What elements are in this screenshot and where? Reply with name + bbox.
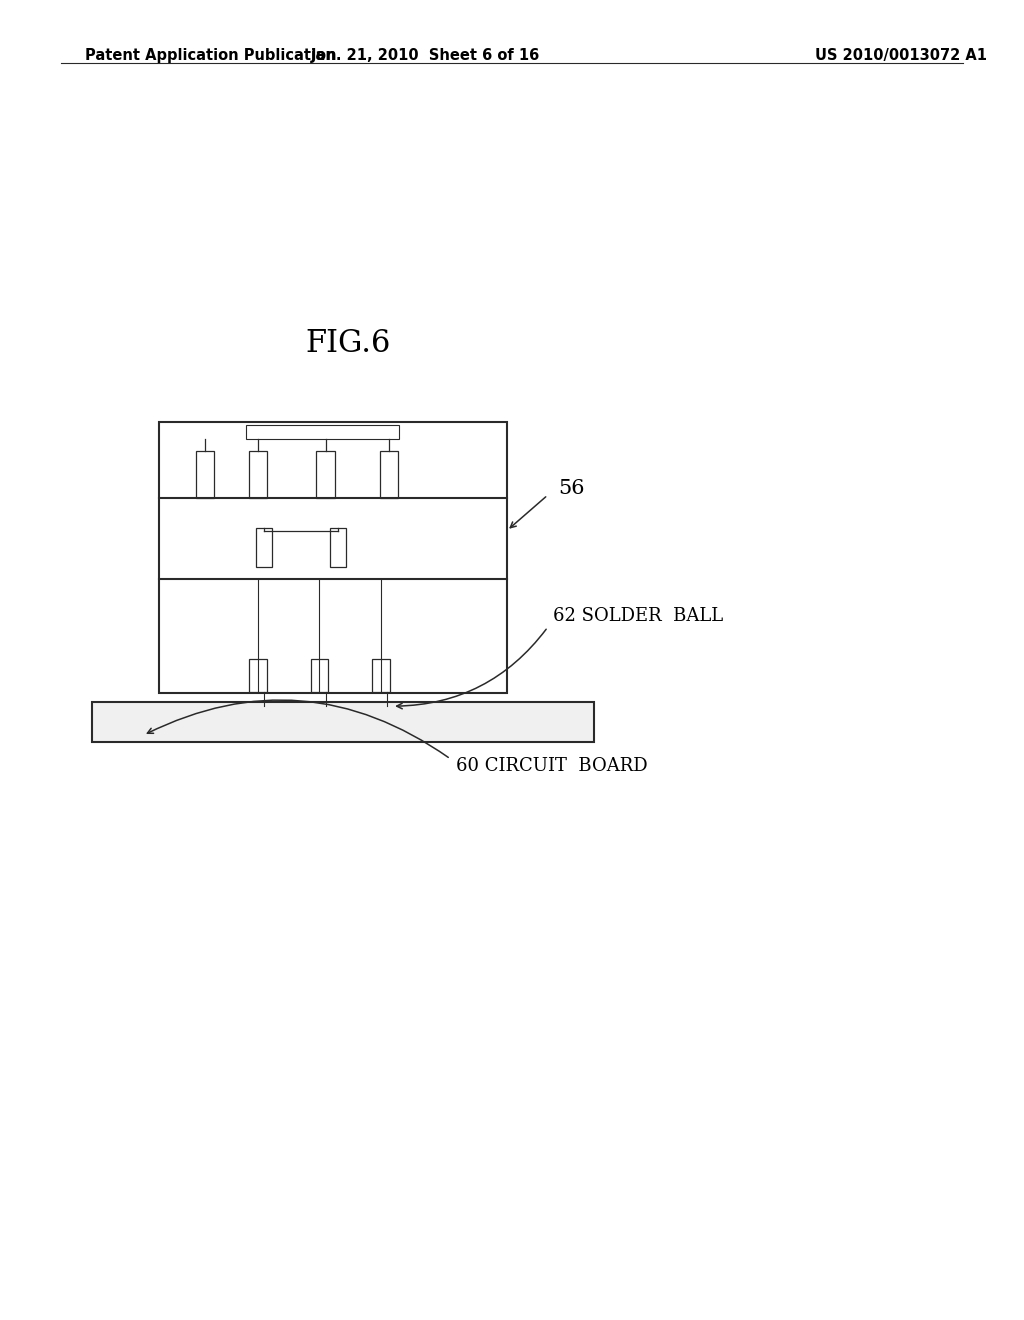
Bar bbox=[316, 450, 335, 498]
Text: US 2010/0013072 A1: US 2010/0013072 A1 bbox=[815, 48, 987, 62]
Text: Jan. 21, 2010  Sheet 6 of 16: Jan. 21, 2010 Sheet 6 of 16 bbox=[310, 48, 540, 62]
Bar bbox=[256, 528, 272, 568]
Bar bbox=[250, 659, 266, 692]
Bar bbox=[330, 528, 346, 568]
Circle shape bbox=[377, 706, 397, 733]
Bar bbox=[380, 450, 398, 498]
Bar bbox=[196, 450, 214, 498]
Bar bbox=[249, 450, 267, 498]
Text: 62 SOLDER  BALL: 62 SOLDER BALL bbox=[553, 607, 723, 626]
Circle shape bbox=[315, 706, 336, 733]
Text: FIG.6: FIG.6 bbox=[305, 327, 391, 359]
Circle shape bbox=[254, 706, 274, 733]
Bar bbox=[373, 659, 389, 692]
Text: Patent Application Publication: Patent Application Publication bbox=[85, 48, 337, 62]
Bar bbox=[159, 422, 507, 693]
Text: 60 CIRCUIT  BOARD: 60 CIRCUIT BOARD bbox=[456, 756, 647, 775]
Text: 56: 56 bbox=[558, 479, 585, 498]
Bar bbox=[92, 702, 594, 742]
Bar bbox=[311, 659, 328, 692]
Bar bbox=[246, 425, 399, 438]
